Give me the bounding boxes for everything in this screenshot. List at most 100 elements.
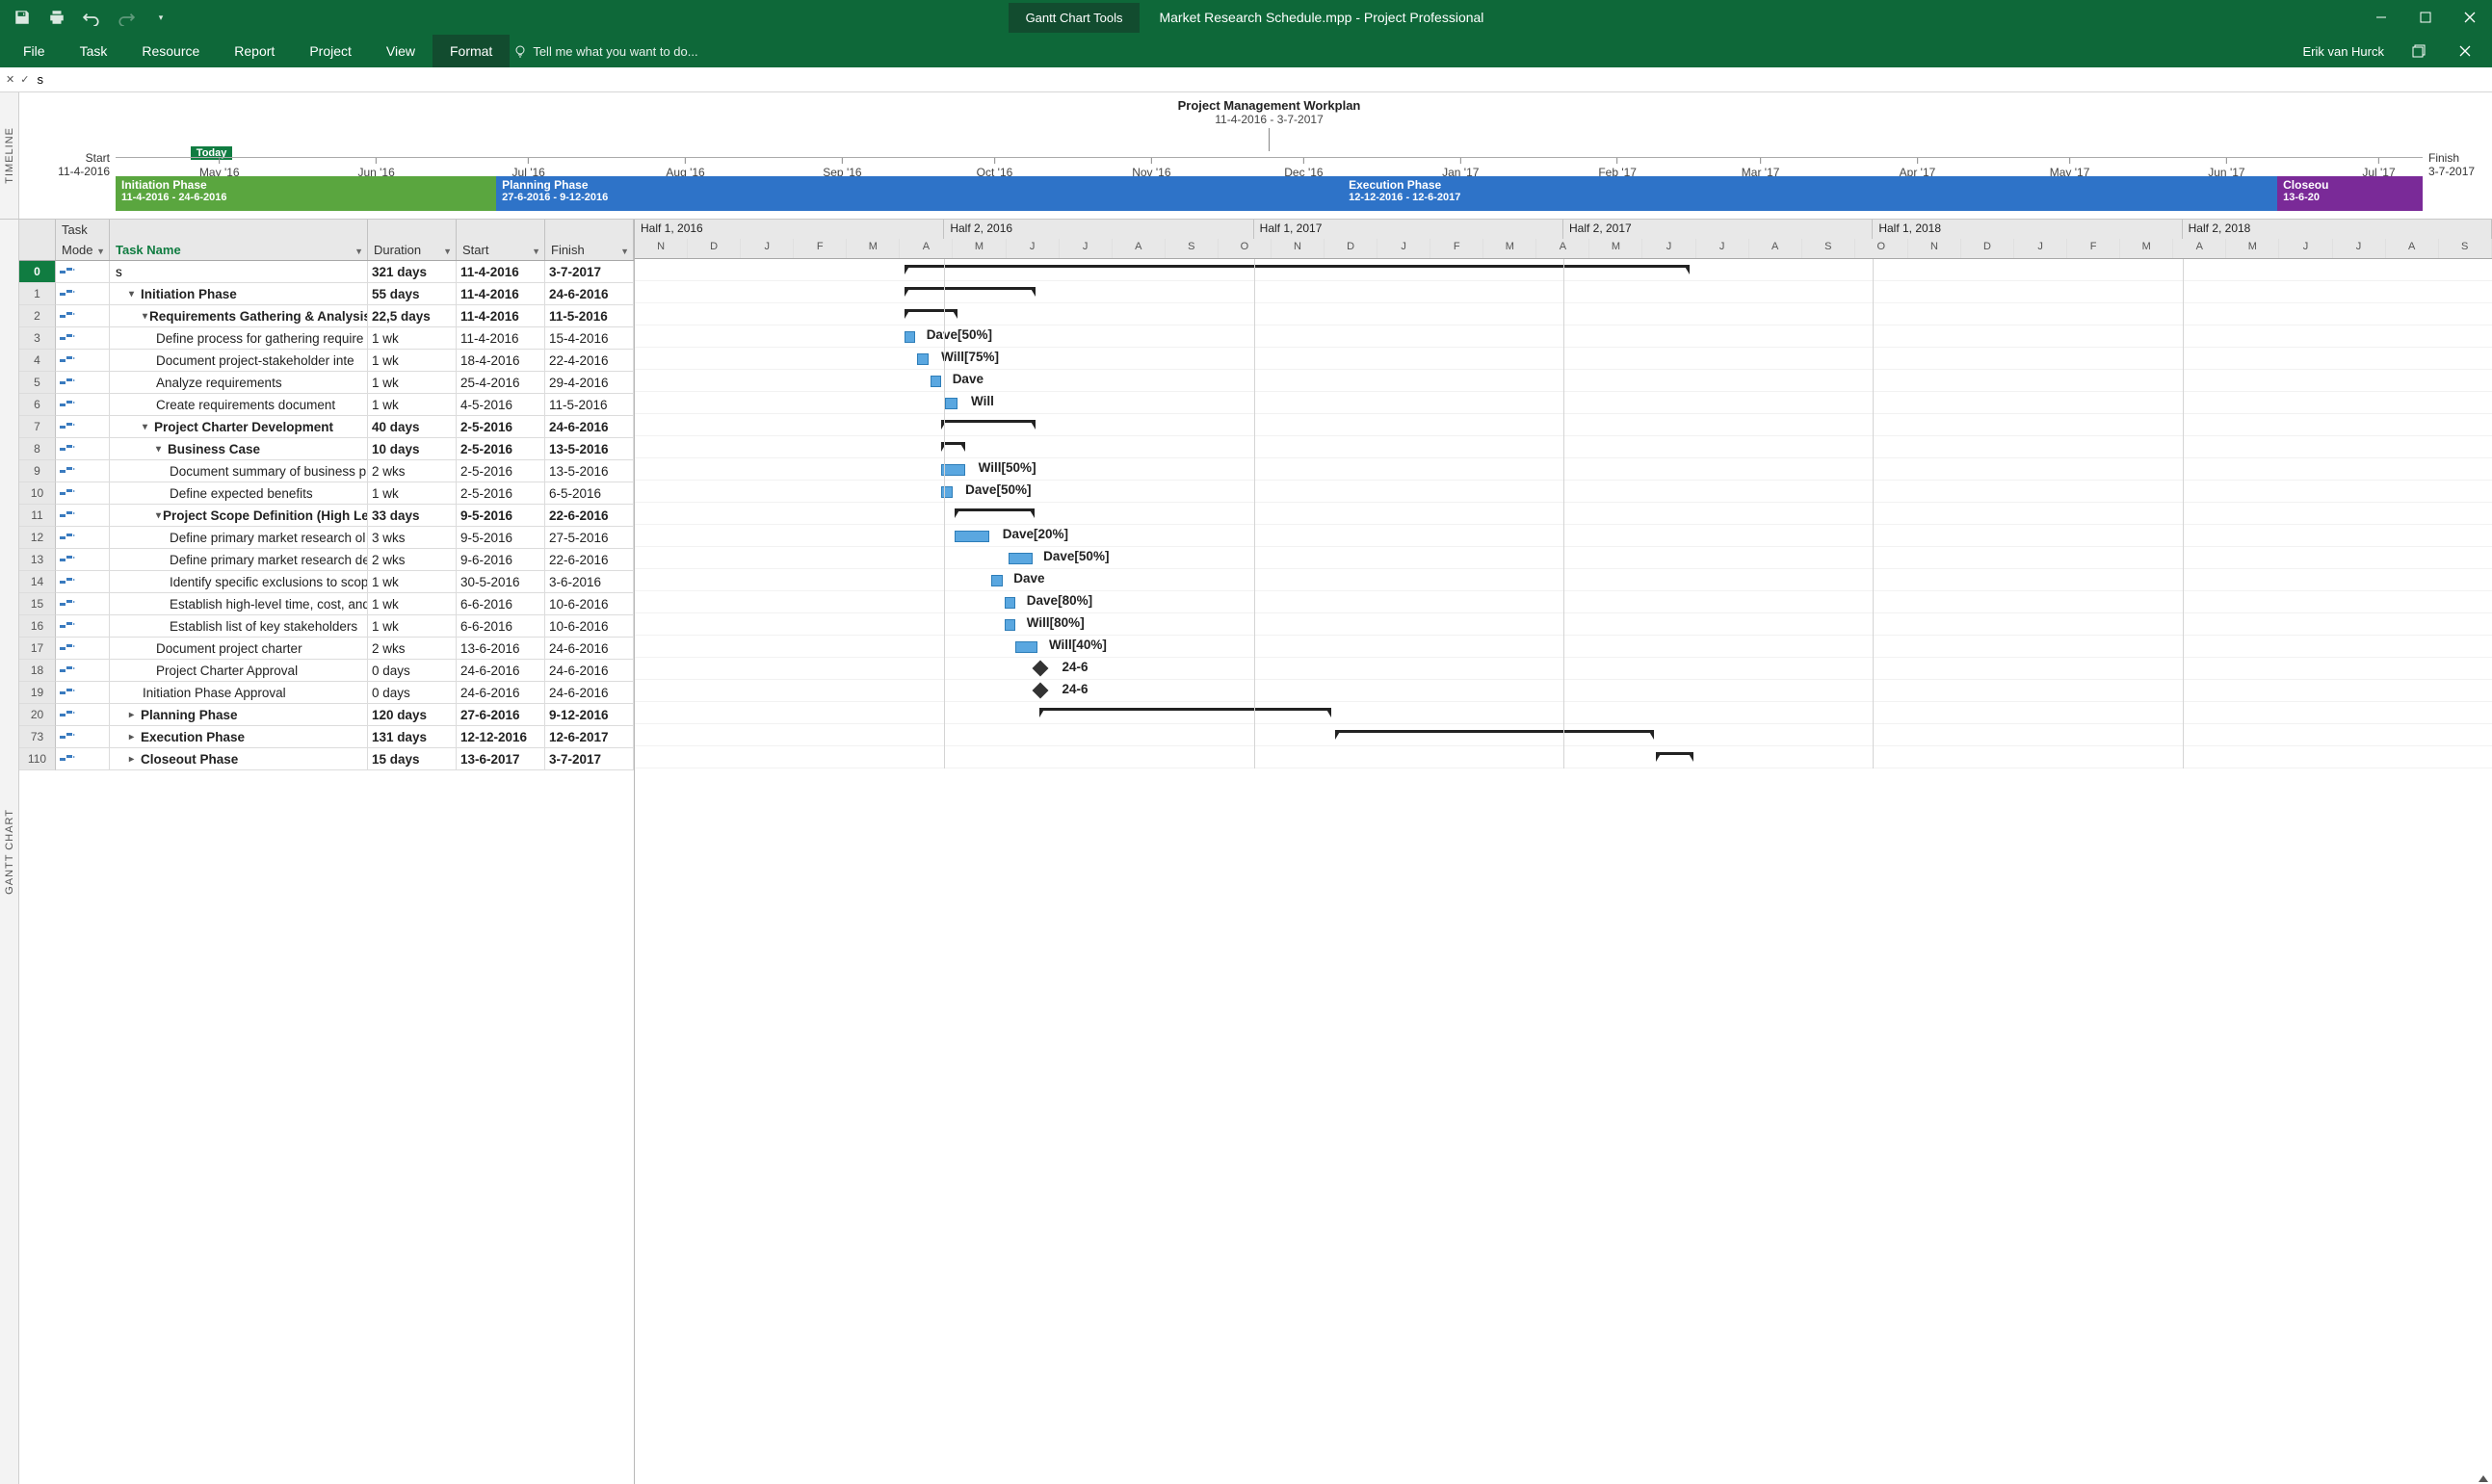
duration-cell[interactable]: 131 days [368, 726, 457, 748]
expand-icon[interactable]: ▸ [129, 732, 139, 742]
timeline-panel-label[interactable]: TIMELINE [0, 92, 19, 219]
summary-bar[interactable] [905, 309, 958, 319]
task-mode-cell[interactable] [56, 615, 110, 638]
row-number[interactable]: 18 [19, 660, 56, 682]
table-row[interactable]: 4Document project-stakeholder inte1 wk18… [19, 350, 634, 372]
task-mode-cell[interactable] [56, 660, 110, 682]
row-number[interactable]: 73 [19, 726, 56, 748]
duration-cell[interactable]: 0 days [368, 660, 457, 682]
table-row[interactable]: 1▾Initiation Phase55 days11-4-201624-6-2… [19, 283, 634, 305]
table-row[interactable]: 13Define primary market research de2 wks… [19, 549, 634, 571]
duration-cell[interactable]: 15 days [368, 748, 457, 770]
expand-icon[interactable]: ▾ [129, 289, 139, 299]
task-name-cell[interactable]: Establish list of key stakeholders [110, 615, 368, 638]
start-cell[interactable]: 2-5-2016 [457, 482, 545, 505]
task-mode-cell[interactable] [56, 460, 110, 482]
duration-cell[interactable]: 1 wk [368, 372, 457, 394]
start-cell[interactable]: 2-5-2016 [457, 438, 545, 460]
task-bar[interactable] [905, 331, 916, 343]
table-row[interactable]: 2▾Requirements Gathering & Analysis22,5 … [19, 305, 634, 327]
user-name[interactable]: Erik van Hurck [2302, 44, 2384, 59]
start-cell[interactable]: 30-5-2016 [457, 571, 545, 593]
finish-cell[interactable]: 22-6-2016 [545, 549, 634, 571]
duration-cell[interactable]: 10 days [368, 438, 457, 460]
task-mode-cell[interactable] [56, 549, 110, 571]
timeline-phase-bar[interactable]: Initiation Phase11-4-2016 - 24-6-2016 [116, 176, 496, 211]
table-row[interactable]: 14 Identify specific exclusions to scop1 … [19, 571, 634, 593]
finish-cell[interactable]: 27-5-2016 [545, 527, 634, 549]
start-cell[interactable]: 11-4-2016 [457, 305, 545, 327]
start-cell[interactable]: 6-6-2016 [457, 593, 545, 615]
start-cell[interactable]: 11-4-2016 [457, 283, 545, 305]
start-cell[interactable]: 11-4-2016 [457, 261, 545, 283]
start-cell[interactable]: 2-5-2016 [457, 416, 545, 438]
row-number[interactable]: 14 [19, 571, 56, 593]
finish-cell[interactable]: 22-4-2016 [545, 350, 634, 372]
gantt-chart[interactable]: Half 1, 2016Half 2, 2016Half 1, 2017Half… [635, 220, 2492, 1484]
task-bar[interactable] [945, 398, 957, 409]
duration-cell[interactable]: 1 wk [368, 571, 457, 593]
task-bar[interactable] [955, 531, 990, 542]
task-name-cell[interactable]: ▸Planning Phase [110, 704, 368, 726]
summary-bar[interactable] [905, 265, 1691, 274]
task-mode-cell[interactable] [56, 438, 110, 460]
timeline-phase-bar[interactable]: Execution Phase12-12-2016 - 12-6-2017 [1343, 176, 2277, 211]
task-mode-cell[interactable] [56, 283, 110, 305]
duration-cell[interactable]: 1 wk [368, 350, 457, 372]
start-cell[interactable]: 9-5-2016 [457, 505, 545, 527]
task-mode-cell[interactable] [56, 416, 110, 438]
minimize-icon[interactable] [2359, 0, 2403, 35]
task-bar[interactable] [1005, 619, 1016, 631]
start-cell[interactable]: 4-5-2016 [457, 394, 545, 416]
duration-cell[interactable]: 40 days [368, 416, 457, 438]
finish-cell[interactable]: 10-6-2016 [545, 593, 634, 615]
summary-bar[interactable] [1039, 708, 1331, 717]
expand-icon[interactable]: ▾ [156, 510, 161, 521]
table-row[interactable]: 73▸Execution Phase131 days12-12-201612-6… [19, 726, 634, 748]
finish-cell[interactable]: 24-6-2016 [545, 660, 634, 682]
entry-input[interactable] [35, 70, 2486, 89]
ribbon-tab-resource[interactable]: Resource [124, 35, 217, 67]
table-row[interactable]: 3Define process for gathering require1 w… [19, 327, 634, 350]
row-number[interactable]: 1 [19, 283, 56, 305]
task-name-cell[interactable]: ▾Project Scope Definition (High Leve [110, 505, 368, 527]
task-bar[interactable] [991, 575, 1003, 586]
table-row[interactable]: 17Document project charter2 wks13-6-2016… [19, 638, 634, 660]
table-row[interactable]: 16Establish list of key stakeholders1 wk… [19, 615, 634, 638]
task-mode-cell[interactable] [56, 638, 110, 660]
summary-bar[interactable] [941, 420, 1036, 430]
task-bar[interactable] [941, 486, 953, 498]
finish-cell[interactable]: 3-7-2017 [545, 261, 634, 283]
task-mode-cell[interactable] [56, 394, 110, 416]
ribbon-tab-report[interactable]: Report [217, 35, 292, 67]
tellme-search[interactable]: Tell me what you want to do... [513, 35, 697, 67]
col-header-finish[interactable]: Finish▼ [545, 240, 634, 260]
context-tab-label[interactable]: Gantt Chart Tools [1009, 3, 1141, 33]
row-number[interactable]: 4 [19, 350, 56, 372]
duration-cell[interactable]: 3 wks [368, 527, 457, 549]
task-bar[interactable] [1015, 641, 1037, 653]
finish-cell[interactable]: 9-12-2016 [545, 704, 634, 726]
ribbon-tab-task[interactable]: Task [63, 35, 125, 67]
chevron-down-icon[interactable]: ▼ [354, 247, 363, 256]
task-name-cell[interactable]: Identify specific exclusions to scop [110, 571, 368, 593]
summary-bar[interactable] [1656, 752, 1693, 762]
task-name-cell[interactable]: ▸Execution Phase [110, 726, 368, 748]
task-name-cell[interactable]: Document summary of business pr [110, 460, 368, 482]
undo-icon[interactable] [83, 9, 100, 26]
table-row[interactable]: 9Document summary of business pr2 wks2-5… [19, 460, 634, 482]
table-row[interactable]: 19Initiation Phase Approval0 days24-6-20… [19, 682, 634, 704]
chevron-down-icon[interactable]: ▼ [96, 247, 105, 256]
row-number[interactable]: 2 [19, 305, 56, 327]
close-icon[interactable] [2448, 0, 2492, 35]
task-name-cell[interactable]: ▾Business Case [110, 438, 368, 460]
duration-cell[interactable]: 120 days [368, 704, 457, 726]
row-number[interactable]: 17 [19, 638, 56, 660]
col-header-name[interactable]: Task Name▼ [110, 240, 368, 260]
table-row[interactable]: 7▾Project Charter Development40 days2-5-… [19, 416, 634, 438]
table-row[interactable]: 6Create requirements document1 wk4-5-201… [19, 394, 634, 416]
milestone-marker[interactable] [1032, 661, 1048, 677]
row-number[interactable]: 9 [19, 460, 56, 482]
task-mode-cell[interactable] [56, 527, 110, 549]
row-number[interactable]: 7 [19, 416, 56, 438]
